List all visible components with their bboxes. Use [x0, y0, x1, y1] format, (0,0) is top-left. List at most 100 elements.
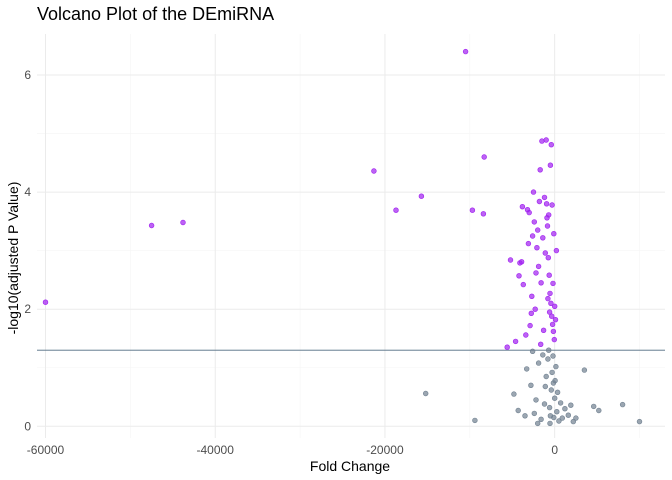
data-point: [393, 207, 399, 213]
data-point: [551, 231, 557, 237]
data-point: [547, 413, 554, 419]
data-point: [548, 313, 555, 319]
data-point: [537, 341, 544, 347]
data-point: [480, 211, 487, 217]
data-point: [534, 227, 541, 233]
data-point: [504, 344, 510, 350]
data-point: [542, 250, 548, 256]
data-point: [529, 233, 536, 239]
data-point: [547, 162, 554, 168]
data-point: [534, 420, 541, 427]
data-point: [565, 412, 571, 418]
data-point: [547, 290, 553, 297]
grid: [37, 34, 665, 438]
data-point: [619, 401, 626, 408]
data-point: [519, 204, 526, 210]
x-axis-ticks: -60000 -40000 -20000 0: [27, 443, 559, 457]
x-axis-title: Fold Change: [310, 458, 390, 474]
data-point: [581, 367, 588, 373]
data-point: [535, 263, 542, 270]
data-point: [528, 382, 534, 388]
data-point: [549, 202, 555, 208]
data-point: [551, 336, 557, 343]
data-point: [545, 212, 552, 218]
data-point: [549, 369, 555, 376]
data-point: [553, 363, 559, 370]
data-point: [551, 395, 558, 401]
data-point: [545, 347, 552, 353]
data-point: [532, 306, 538, 312]
data-point: [529, 293, 535, 299]
data-point: [544, 223, 551, 229]
data-point: [537, 167, 543, 173]
data-point: [531, 219, 537, 225]
data-point: [596, 407, 602, 414]
data-point: [538, 416, 544, 422]
data-point: [548, 142, 554, 148]
data-point: [526, 209, 532, 216]
chart-title: Volcano Plot of the DEmiRNA: [37, 4, 274, 24]
data-points: [42, 48, 643, 427]
data-point: [545, 255, 551, 261]
data-point: [548, 387, 554, 393]
data-point: [180, 219, 186, 226]
data-point: [530, 189, 537, 195]
data-point: [507, 257, 514, 263]
data-point: [515, 407, 521, 414]
data-point: [543, 201, 550, 207]
data-point: [546, 272, 552, 278]
data-point: [549, 321, 556, 328]
y-tick-label: 2: [24, 302, 31, 316]
data-point: [556, 418, 562, 424]
data-point: [541, 194, 548, 201]
data-point: [559, 415, 565, 421]
data-point: [541, 401, 548, 407]
data-point: [552, 317, 559, 323]
x-tick-label: -20000: [366, 443, 404, 457]
data-point: [522, 413, 528, 419]
y-tick-label: 4: [24, 185, 31, 199]
data-point: [548, 300, 554, 306]
data-point: [553, 247, 560, 254]
data-point: [511, 391, 517, 397]
x-tick-label: -40000: [197, 443, 235, 457]
data-point: [469, 207, 476, 213]
data-point: [540, 235, 546, 241]
data-point: [551, 303, 558, 309]
data-point: [371, 168, 377, 174]
data-point: [550, 280, 556, 287]
data-point: [148, 222, 155, 229]
data-point: [545, 356, 551, 362]
data-point: [550, 328, 557, 335]
x-tick-label: 0: [551, 443, 558, 457]
data-point: [562, 406, 568, 412]
data-point: [636, 418, 643, 425]
data-point: [525, 240, 532, 247]
data-point: [557, 400, 564, 406]
data-point: [531, 410, 537, 417]
data-point: [554, 389, 561, 395]
data-point: [536, 198, 543, 205]
data-point: [540, 352, 546, 358]
y-axis-title: -log10(adjusted P Value): [5, 182, 21, 335]
data-point: [543, 373, 549, 380]
data-point: [518, 259, 525, 265]
data-point: [533, 397, 539, 403]
data-point: [547, 420, 553, 427]
data-point: [418, 193, 425, 199]
data-point: [554, 409, 560, 415]
data-point: [550, 380, 557, 386]
y-axis-ticks: 0 2 4 6: [24, 68, 31, 433]
data-point: [472, 417, 478, 424]
data-point: [481, 154, 487, 160]
data-point: [42, 299, 49, 305]
data-point: [568, 402, 574, 408]
data-point: [540, 327, 547, 333]
data-point: [538, 280, 544, 286]
data-point: [543, 137, 549, 143]
data-point: [542, 383, 548, 390]
data-point: [528, 310, 534, 316]
data-point: [550, 353, 556, 359]
y-tick-label: 0: [24, 419, 31, 433]
